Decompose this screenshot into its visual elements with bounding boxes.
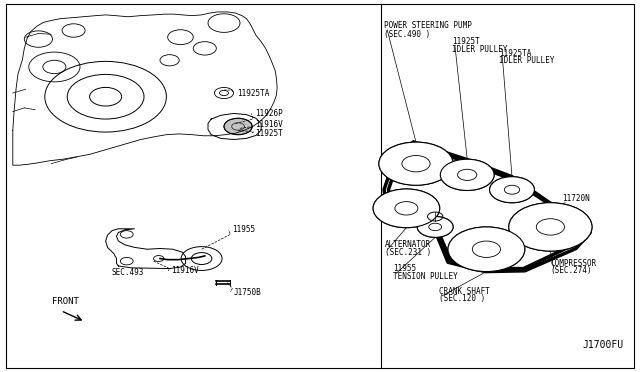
Text: SEC.493: SEC.493	[112, 268, 144, 277]
Text: FRONT: FRONT	[52, 297, 79, 306]
Circle shape	[509, 203, 592, 251]
Text: POWER STEERING PUMP: POWER STEERING PUMP	[384, 21, 472, 30]
Text: ALTERNATOR: ALTERNATOR	[385, 240, 431, 249]
Text: COMPRESSOR: COMPRESSOR	[550, 259, 596, 268]
Circle shape	[490, 177, 534, 203]
Circle shape	[224, 118, 252, 135]
Text: CRANK SHAFT: CRANK SHAFT	[439, 287, 490, 296]
Circle shape	[379, 142, 453, 185]
Text: TENSION PULLEY: TENSION PULLEY	[393, 272, 458, 281]
Text: 11925T: 11925T	[452, 38, 479, 46]
Text: 11916V: 11916V	[255, 120, 282, 129]
Text: IDLER PULLEY: IDLER PULLEY	[452, 45, 508, 54]
Text: 11916V: 11916V	[172, 266, 199, 275]
Text: J1700FU: J1700FU	[583, 340, 624, 350]
Text: (SEC.231 ): (SEC.231 )	[385, 248, 431, 257]
Text: (SEC.120 ): (SEC.120 )	[439, 294, 485, 303]
Text: 11925TA: 11925TA	[237, 89, 269, 97]
Circle shape	[373, 189, 440, 228]
Text: IDLER PULLEY: IDLER PULLEY	[499, 56, 555, 65]
Text: 11926P: 11926P	[255, 109, 282, 118]
Text: 11720N: 11720N	[562, 194, 589, 203]
Text: (SEC.490 ): (SEC.490 )	[384, 30, 430, 39]
Text: (SEC.274): (SEC.274)	[550, 266, 592, 275]
Text: 11955: 11955	[393, 264, 416, 273]
Text: 11925TA: 11925TA	[499, 49, 532, 58]
Circle shape	[440, 159, 494, 190]
Text: 11925T: 11925T	[255, 129, 282, 138]
Circle shape	[448, 227, 525, 272]
Text: 11955: 11955	[232, 225, 255, 234]
Text: J1750B: J1750B	[234, 288, 261, 296]
Circle shape	[417, 217, 453, 237]
